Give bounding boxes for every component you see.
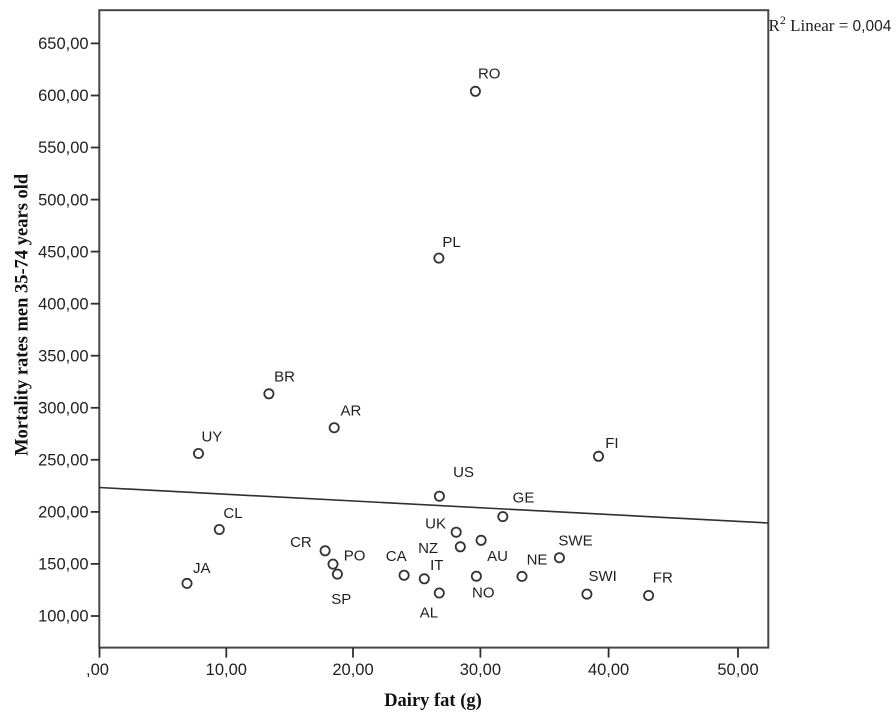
svg-text:NZ: NZ [418, 540, 438, 557]
svg-text:UY: UY [201, 429, 222, 446]
svg-text:100,00: 100,00 [38, 608, 88, 626]
svg-text:150,00: 150,00 [38, 556, 88, 574]
svg-text:40,00: 40,00 [588, 661, 629, 679]
svg-text:Dairy fat (g): Dairy fat (g) [384, 691, 482, 711]
svg-text:350,00: 350,00 [38, 347, 88, 365]
svg-text:SP: SP [331, 591, 351, 608]
svg-text:500,00: 500,00 [38, 191, 88, 209]
svg-text:IT: IT [430, 557, 443, 574]
svg-text:R2 Linear = 0,004: R2 Linear = 0,004 [769, 13, 892, 35]
svg-text:AU: AU [487, 548, 508, 565]
svg-text:FR: FR [653, 569, 673, 586]
svg-text:650,00: 650,00 [38, 35, 88, 53]
svg-text:NO: NO [472, 584, 495, 601]
svg-text:SWE: SWE [558, 532, 592, 549]
svg-text:SWI: SWI [589, 568, 617, 585]
svg-text:PO: PO [344, 548, 366, 565]
svg-text:250,00: 250,00 [38, 452, 88, 470]
svg-text:AL: AL [420, 604, 438, 621]
svg-text:30,00: 30,00 [460, 661, 501, 679]
svg-text:Mortality rates men 35-74 year: Mortality rates men 35-74 years old [13, 173, 33, 456]
svg-text:,00: ,00 [86, 661, 109, 679]
svg-text:RO: RO [478, 65, 501, 82]
svg-text:NE: NE [527, 552, 548, 569]
svg-text:10,00: 10,00 [206, 661, 247, 679]
svg-text:UK: UK [425, 516, 446, 533]
svg-text:550,00: 550,00 [38, 139, 88, 157]
svg-text:20,00: 20,00 [332, 661, 373, 679]
svg-text:300,00: 300,00 [38, 400, 88, 418]
svg-text:AR: AR [340, 403, 361, 420]
svg-text:CR: CR [290, 534, 312, 551]
svg-text:200,00: 200,00 [38, 504, 88, 522]
svg-text:CL: CL [223, 505, 242, 522]
svg-text:400,00: 400,00 [38, 295, 88, 313]
svg-text:50,00: 50,00 [717, 661, 758, 679]
svg-text:FI: FI [605, 435, 618, 452]
svg-text:BR: BR [274, 369, 295, 386]
svg-text:GE: GE [513, 489, 535, 506]
svg-text:JA: JA [193, 560, 211, 577]
svg-text:600,00: 600,00 [38, 87, 88, 105]
svg-text:PL: PL [442, 234, 460, 251]
svg-text:CA: CA [386, 548, 407, 565]
svg-text:US: US [453, 464, 474, 481]
svg-text:450,00: 450,00 [38, 243, 88, 261]
